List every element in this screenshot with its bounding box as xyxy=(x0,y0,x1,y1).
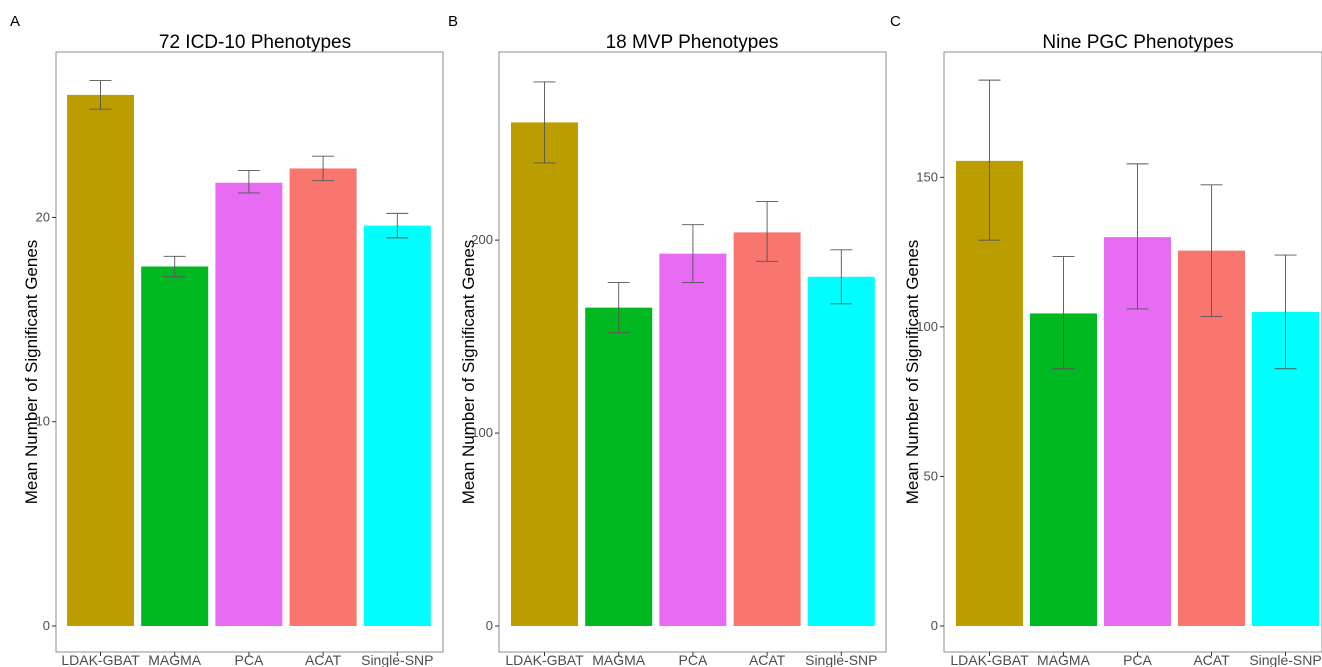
panel-a: A 72 ICD-10 Phenotypes Mean Number of Sign… xyxy=(10,13,443,667)
x-tick-label: Single-SNP xyxy=(361,652,433,667)
x-tick-label: PCA xyxy=(1123,652,1152,667)
plot-title: 72 ICD-10 Phenotypes xyxy=(159,32,351,53)
x-tick-label: PCA xyxy=(235,652,264,667)
y-tick-label: 200 xyxy=(471,232,493,247)
y-tick-label: 0 xyxy=(43,618,50,633)
y-tick-label: 0 xyxy=(486,618,493,633)
y-tick-label: 10 xyxy=(36,414,50,429)
x-tick-label: PCA xyxy=(679,652,708,667)
y-axis-label: Mean Number of Significant Genes xyxy=(459,240,478,505)
bar-single-snp xyxy=(808,277,875,626)
bar-pca xyxy=(215,183,282,626)
y-tick-label: 100 xyxy=(471,425,493,440)
bar-magma xyxy=(141,266,208,626)
y-tick-label: 100 xyxy=(916,319,938,334)
panel-letter: B xyxy=(448,13,458,30)
x-tick-label: LDAK-GBAT xyxy=(505,652,584,667)
x-tick-label: Single-SNP xyxy=(1249,652,1321,667)
x-tick-label: LDAK-GBAT xyxy=(950,652,1029,667)
x-tick-label: Single-SNP xyxy=(805,652,877,667)
bar-ldak-gbat xyxy=(511,122,578,626)
x-tick-label: MAGMA xyxy=(148,652,202,667)
panel-letter: A xyxy=(10,13,20,30)
plot-title: 18 MVP Phenotypes xyxy=(606,32,779,53)
plot-title: Nine PGC Phenotypes xyxy=(1042,32,1233,53)
bar-pca xyxy=(659,254,726,626)
bar-acat xyxy=(734,232,801,626)
x-tick-label: MAGMA xyxy=(592,652,646,667)
y-axis-label: Mean Number of Significant Genes xyxy=(22,240,41,505)
bar-single-snp xyxy=(364,226,431,626)
y-tick-label: 0 xyxy=(931,618,938,633)
panel-letter: C xyxy=(890,13,901,30)
y-tick-label: 150 xyxy=(916,169,938,184)
y-tick-label: 20 xyxy=(36,209,50,224)
x-tick-label: MAGMA xyxy=(1037,652,1091,667)
x-tick-label: ACAT xyxy=(1193,652,1230,667)
y-axis-label: Mean Number of Significant Genes xyxy=(903,240,922,505)
x-tick-label: ACAT xyxy=(749,652,786,667)
x-tick-label: ACAT xyxy=(305,652,342,667)
bar-ldak-gbat xyxy=(67,95,134,626)
bar-acat xyxy=(290,168,357,626)
bar-magma xyxy=(585,308,652,626)
panel-c: C Nine PGC Phenotypes Mean Number of Signi… xyxy=(890,13,1322,667)
panel-b: B 18 MVP Phenotypes Mean Number of Signifi… xyxy=(448,13,886,667)
y-tick-label: 50 xyxy=(924,468,938,483)
x-tick-label: LDAK-GBAT xyxy=(61,652,140,667)
